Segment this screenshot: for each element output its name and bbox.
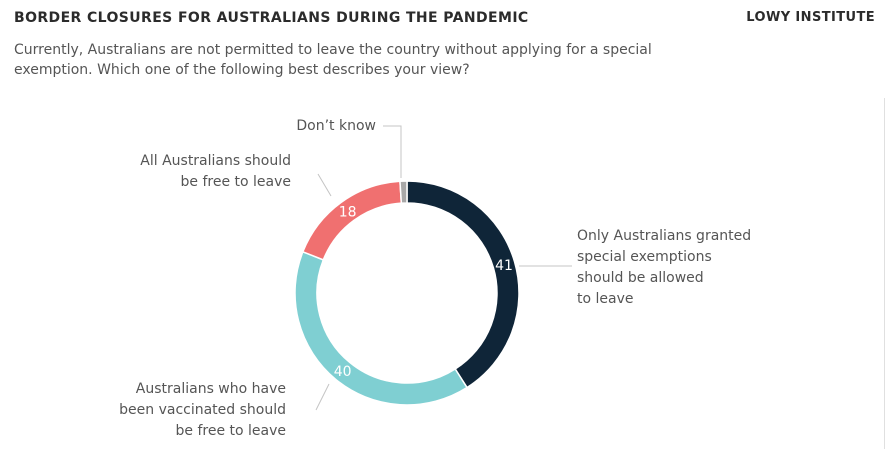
slice-2-label-line: been vaccinated should xyxy=(119,402,286,418)
slice-2-label-line: be free to leave xyxy=(176,423,287,439)
slice-4-leader-line xyxy=(383,125,402,178)
chart-title: BORDER CLOSURES FOR AUSTRALIANS DURING T… xyxy=(14,10,529,26)
slice-1-value-label: 41 xyxy=(495,258,513,274)
slice-3-label-line: be free to leave xyxy=(181,174,292,190)
slice-3-leader-line xyxy=(317,173,332,197)
slice-1-label-line: special exemptions xyxy=(577,249,712,265)
slice-3 xyxy=(301,180,403,261)
slice-4-category-label: Don’t know xyxy=(296,118,376,134)
slice-1-label-line: Only Australians granted xyxy=(577,228,751,244)
brand-logo-text: LOWY INSTITUTE xyxy=(746,10,875,25)
slice-4 xyxy=(399,180,408,204)
slice-3-value-label: 18 xyxy=(339,204,357,220)
slice-3-label-line: All Australians should xyxy=(140,153,291,169)
slice-1-label-line: should be allowed xyxy=(577,270,704,286)
slice-2-category-label: Australians who have been vaccinated shou… xyxy=(119,381,286,439)
slice-2-leader-line xyxy=(315,383,330,411)
slice-1-category-label: Only Australians granted special exemptio… xyxy=(577,228,751,307)
slice-1-label-line: to leave xyxy=(577,291,634,307)
slice-2 xyxy=(294,250,469,406)
slice-4-label-line: Don’t know xyxy=(296,118,376,134)
chart-subtitle: Currently, Australians are not permitted… xyxy=(14,42,652,78)
slice-1 xyxy=(406,180,520,389)
slice-2-label-line: Australians who have xyxy=(136,381,286,397)
slice-2-value-label: 40 xyxy=(334,364,352,380)
slice-3-category-label: All Australians should be free to leave xyxy=(140,153,291,190)
